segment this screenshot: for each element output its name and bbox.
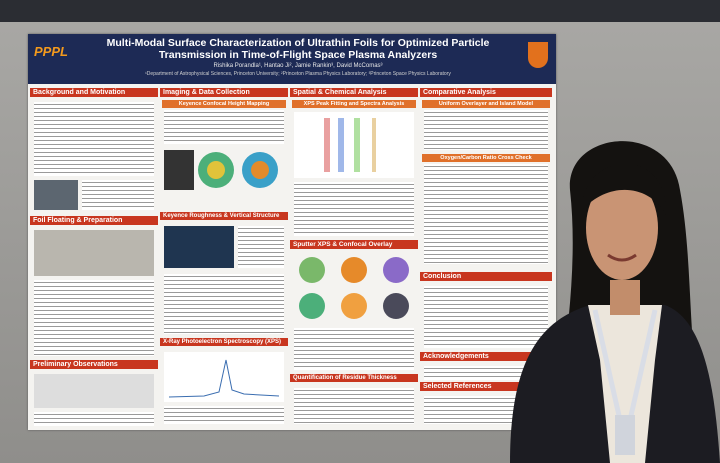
body-text [424, 366, 548, 380]
section-heading: Keyence Roughness & Vertical Structure [160, 212, 288, 220]
figure [34, 230, 154, 276]
body-text [294, 182, 414, 236]
body-text [34, 280, 154, 356]
poster-header [28, 34, 556, 84]
height-maps [164, 150, 278, 190]
section-heading: Comparative Analysis [420, 88, 552, 97]
xps-plot [294, 112, 414, 178]
body-text [164, 110, 284, 144]
overlay-maps [299, 257, 409, 319]
subheading: XPS Peak Fitting and Spectra Analysis [292, 100, 416, 108]
subheading: Uniform Overlayer and Island Model [422, 100, 550, 108]
poster-title: Multi-Modal Surface Characterization of … [106, 37, 490, 61]
section-heading: X-Ray Photoelectron Spectroscopy (XPS) [160, 338, 288, 346]
figure [34, 374, 154, 408]
section-heading: Quantification of Residue Thickness [290, 374, 418, 382]
body-text [82, 180, 154, 210]
authors: Rishika Porandla¹, Hantao Ji², Jamie Ran… [213, 63, 383, 69]
poster: PPPL Multi-Modal Surface Characterizatio… [28, 34, 556, 430]
section-heading: Foil Floating & Preparation [30, 216, 158, 225]
body-text [34, 102, 154, 176]
body-text [164, 274, 284, 334]
shield-logo [528, 42, 548, 68]
section-heading: Conclusion [420, 272, 552, 281]
body-text [294, 328, 414, 370]
spectrum-plot [164, 352, 284, 402]
body-text [424, 110, 548, 150]
logo: PPPL [34, 44, 68, 59]
section-heading: Imaging & Data Collection [160, 88, 288, 97]
section-heading: Spatial & Chemical Analysis [290, 88, 418, 97]
subheading: Keyence Confocal Height Mapping [162, 100, 286, 108]
person [510, 141, 720, 463]
section-heading: Selected References [420, 382, 552, 391]
ceiling [0, 0, 720, 22]
body-text [164, 406, 284, 424]
body-text [34, 412, 154, 426]
section-heading: Acknowledgements [420, 352, 552, 361]
affiliations: ¹Department of Astrophysical Sciences, P… [145, 71, 451, 77]
section-heading: Background and Motivation [30, 88, 158, 97]
subheading: Oxygen/Carbon Ratio Cross Check [422, 154, 550, 162]
body-text [424, 286, 548, 348]
body-text [294, 388, 414, 424]
body-text [238, 226, 284, 268]
section-heading: Sputter XPS & Confocal Overlay [290, 240, 418, 249]
section-heading: Preliminary Observations [30, 360, 158, 369]
figure [164, 226, 234, 268]
table [424, 164, 548, 264]
figure [34, 180, 78, 210]
